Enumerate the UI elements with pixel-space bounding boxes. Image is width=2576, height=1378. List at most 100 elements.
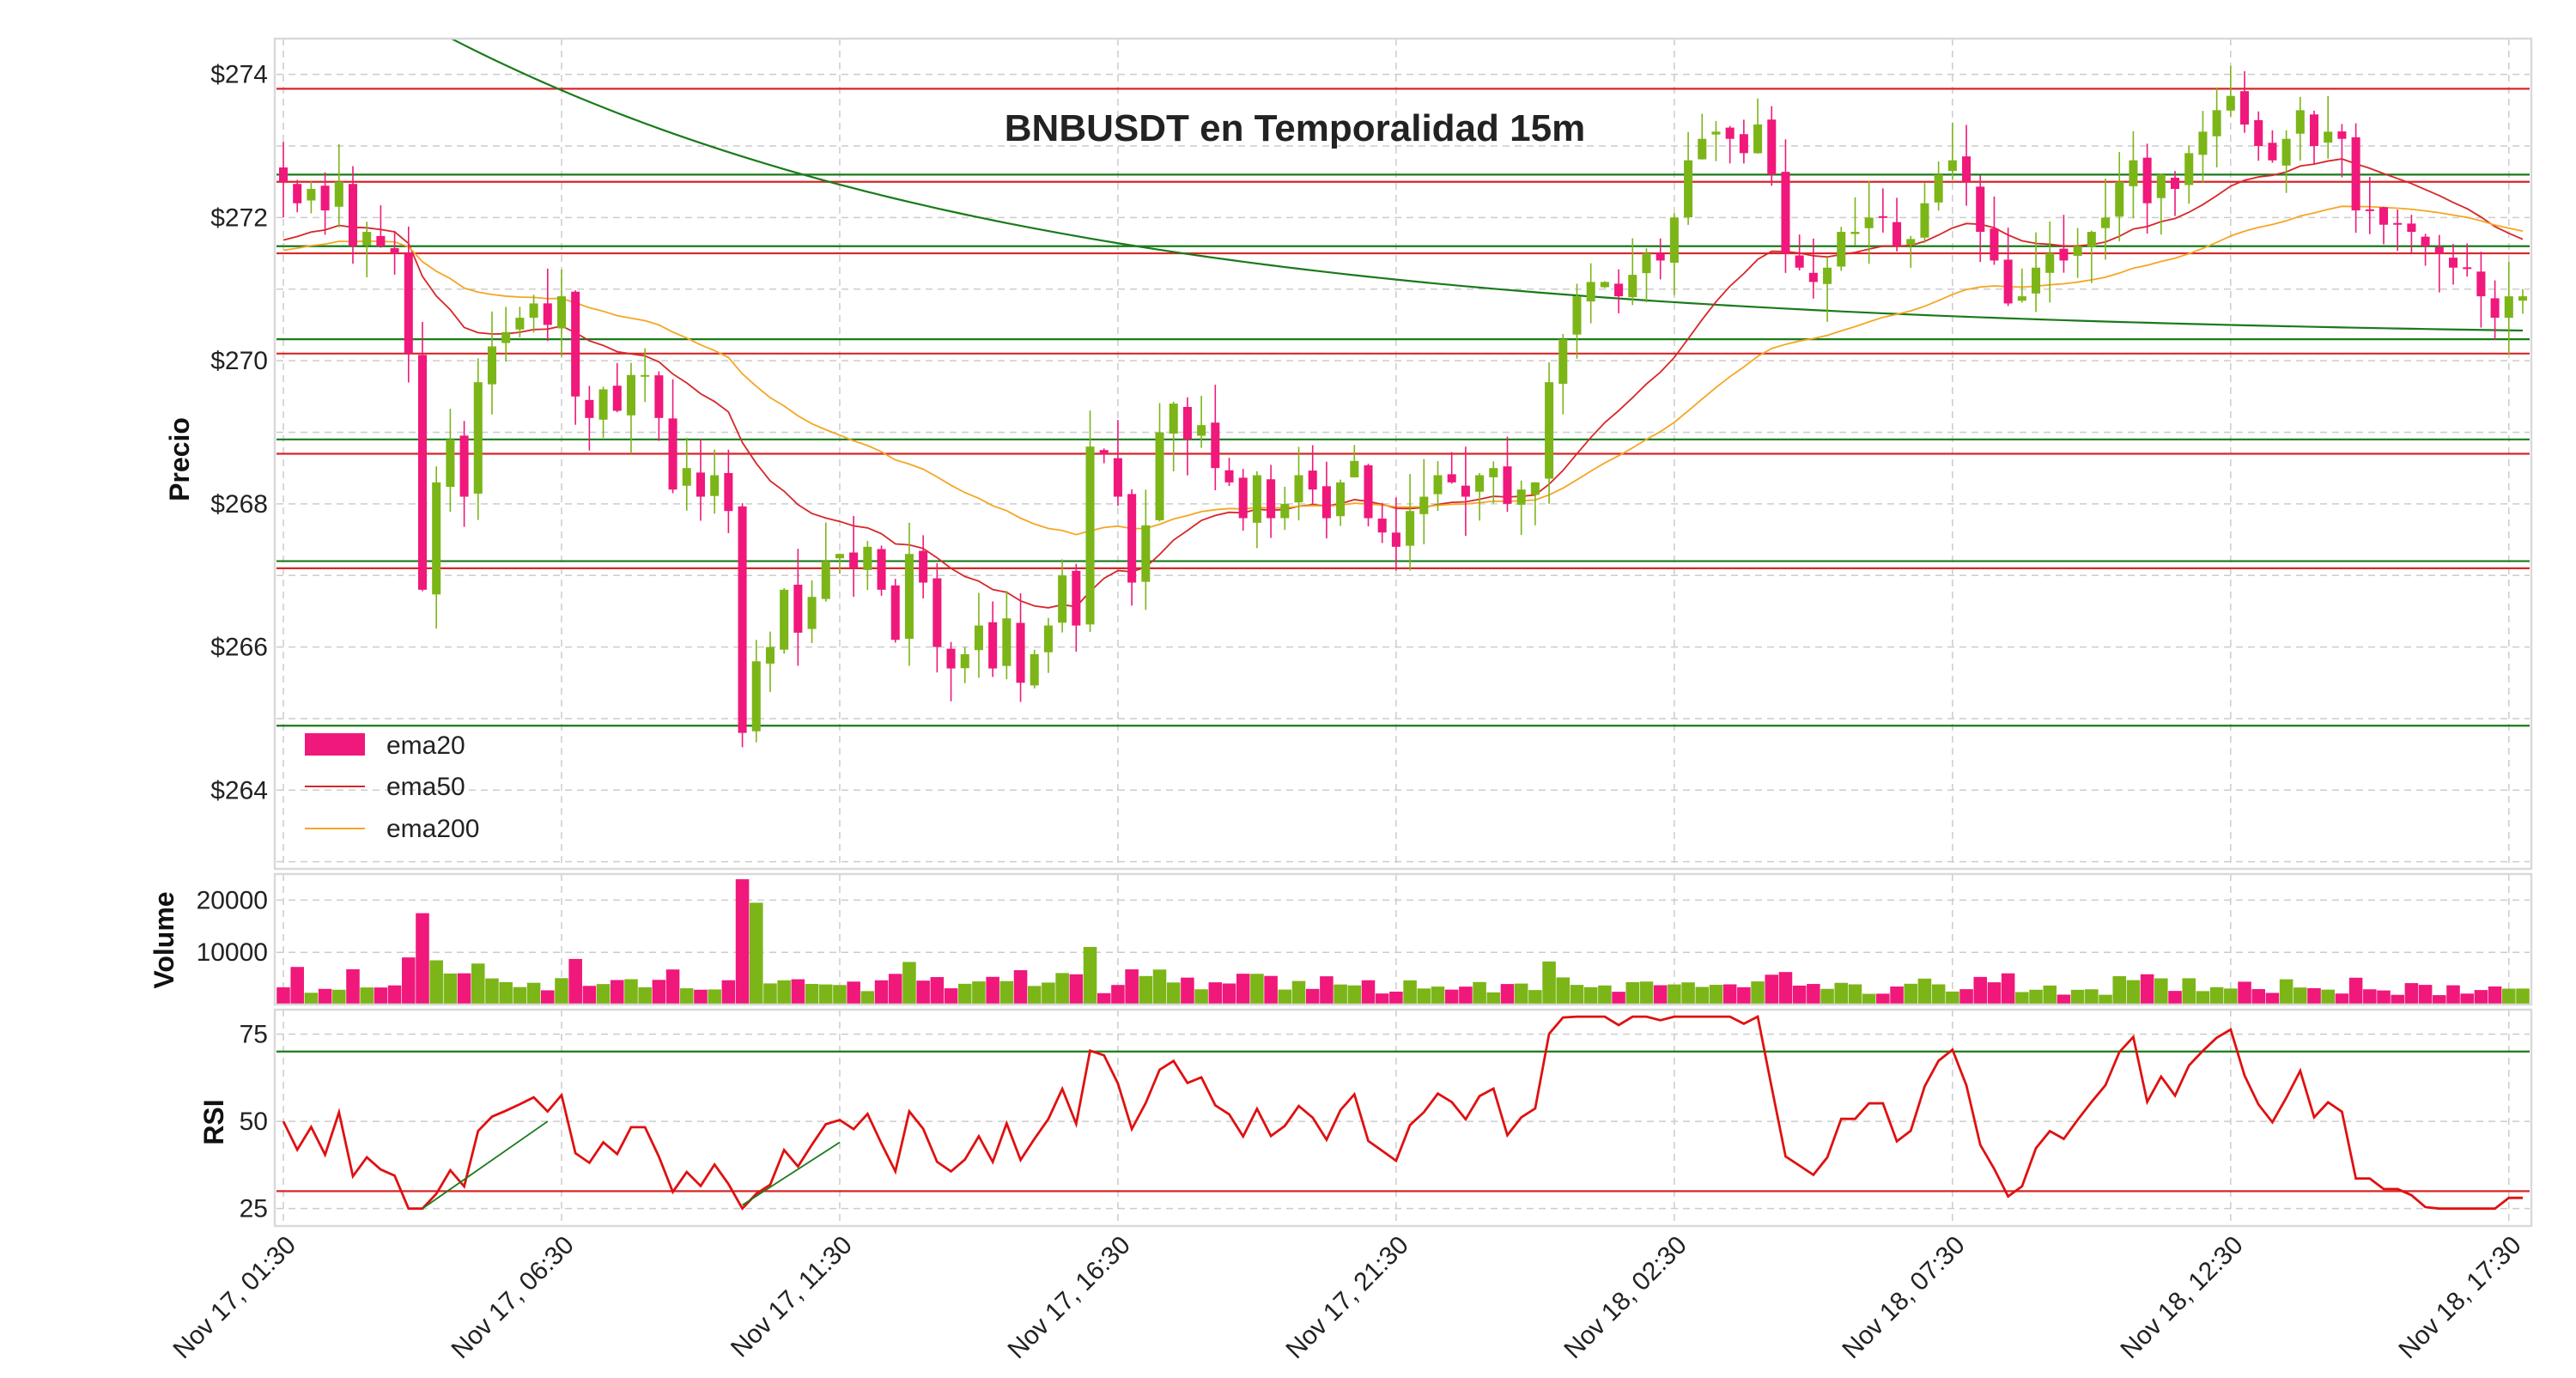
candle-down bbox=[877, 549, 886, 590]
volume-bar bbox=[1111, 985, 1125, 1005]
x-tick-label: Nov 18, 07:30 bbox=[1837, 1231, 1970, 1364]
candle-up bbox=[1600, 282, 1609, 288]
volume-bar bbox=[1820, 988, 1834, 1005]
volume-bar bbox=[513, 986, 527, 1005]
volume-bar bbox=[443, 973, 458, 1005]
volume-bar bbox=[526, 982, 541, 1005]
candle-up bbox=[974, 625, 983, 651]
candle-down bbox=[1211, 422, 1220, 469]
rsi-line bbox=[282, 1015, 2523, 1211]
candle-down bbox=[459, 435, 469, 497]
volume-bar bbox=[624, 979, 638, 1005]
candle-up bbox=[751, 661, 761, 731]
candle-up bbox=[2504, 296, 2513, 319]
candle-down bbox=[1614, 283, 1624, 297]
volume-bar bbox=[1166, 982, 1181, 1005]
candle-down bbox=[1767, 119, 1777, 175]
candle-up bbox=[2073, 246, 2082, 256]
grid bbox=[276, 39, 2530, 1226]
volume-bar bbox=[1417, 988, 1431, 1005]
candle-up bbox=[473, 382, 483, 494]
x-tick-label: Nov 17, 21:30 bbox=[1280, 1231, 1413, 1364]
candle-down bbox=[1976, 186, 1985, 233]
volume-bar bbox=[986, 976, 999, 1005]
candle-down bbox=[2434, 246, 2444, 254]
volume-bar bbox=[2377, 990, 2391, 1005]
volume-bar bbox=[1834, 982, 1849, 1005]
volume-bar bbox=[1389, 992, 1403, 1005]
candle-down bbox=[2365, 209, 2374, 211]
x-tick-label: Nov 17, 01:30 bbox=[168, 1231, 301, 1364]
candle-down bbox=[1072, 570, 1081, 626]
volume-bar bbox=[1946, 991, 1959, 1005]
volume-bar bbox=[735, 879, 750, 1005]
candle-up bbox=[2295, 110, 2305, 134]
candle-down bbox=[1321, 486, 1331, 519]
candle-up bbox=[1823, 267, 1832, 284]
volume-bar bbox=[2154, 978, 2168, 1005]
volume-bar bbox=[457, 973, 471, 1005]
volume-bar bbox=[1152, 969, 1167, 1005]
candle-up bbox=[1642, 253, 1651, 274]
candle-down bbox=[1461, 485, 1470, 497]
rsi-panel bbox=[276, 1015, 2530, 1211]
candle-down bbox=[2268, 143, 2277, 161]
volume-bar bbox=[930, 977, 945, 1005]
volume-bar bbox=[777, 980, 791, 1005]
candle-down bbox=[2059, 248, 2069, 261]
candle-up bbox=[2324, 131, 2333, 143]
volume-bar bbox=[652, 980, 666, 1005]
volume-bar bbox=[499, 981, 513, 1005]
volume-bars bbox=[276, 879, 2530, 1005]
volume-bar bbox=[1222, 983, 1236, 1005]
candle-up bbox=[1516, 489, 1526, 505]
volume-bar bbox=[957, 983, 972, 1005]
volume-bar bbox=[1069, 974, 1084, 1005]
candle-up bbox=[2017, 296, 2026, 301]
volume-bar bbox=[402, 957, 416, 1005]
legend: ema20 ema50 ema200 bbox=[305, 731, 479, 843]
candle-up bbox=[1280, 503, 1290, 519]
candle-up bbox=[2101, 217, 2111, 228]
candle-up bbox=[2129, 160, 2138, 186]
candle-up bbox=[1043, 625, 1053, 653]
volume-bar bbox=[1125, 969, 1139, 1005]
candle-down bbox=[2407, 223, 2416, 233]
candle-up bbox=[1350, 460, 1359, 477]
candle-down bbox=[1016, 622, 1025, 683]
candle-down bbox=[1725, 127, 1735, 139]
candle-down bbox=[2351, 137, 2360, 211]
volume-bar bbox=[304, 993, 319, 1005]
candle-up bbox=[1489, 468, 1498, 477]
candle-down bbox=[417, 355, 428, 590]
volume-bar bbox=[1583, 986, 1598, 1005]
volume-bar bbox=[2057, 994, 2071, 1005]
candle-up bbox=[556, 296, 566, 329]
volume-bar bbox=[1709, 985, 1723, 1005]
volume-bar bbox=[1653, 985, 1668, 1005]
candle-down bbox=[1308, 470, 1317, 490]
volume-bar bbox=[416, 913, 429, 1005]
candle-up bbox=[1864, 217, 1874, 228]
volume-bar bbox=[2404, 983, 2419, 1005]
volume-bar bbox=[2348, 977, 2363, 1005]
volume-bar bbox=[749, 902, 763, 1005]
candle-down bbox=[1099, 450, 1109, 454]
volume-bar bbox=[1792, 985, 1807, 1005]
volume-bar bbox=[610, 980, 624, 1005]
ema50-line bbox=[283, 158, 2524, 609]
candle-down bbox=[668, 418, 677, 490]
volume-bar bbox=[582, 986, 597, 1005]
candle-up bbox=[1920, 203, 1929, 238]
rsi-tick-label: 25 bbox=[240, 1195, 268, 1223]
volume-bar bbox=[1987, 982, 2002, 1005]
volume-bar bbox=[374, 987, 388, 1005]
price-tick-label: $272 bbox=[210, 203, 268, 232]
candle-down bbox=[2393, 222, 2403, 225]
candle-down bbox=[2254, 119, 2263, 147]
candle-up bbox=[904, 554, 914, 640]
volume-bar bbox=[1375, 993, 1389, 1005]
candle-up bbox=[1141, 525, 1151, 582]
candle-up bbox=[807, 597, 817, 629]
